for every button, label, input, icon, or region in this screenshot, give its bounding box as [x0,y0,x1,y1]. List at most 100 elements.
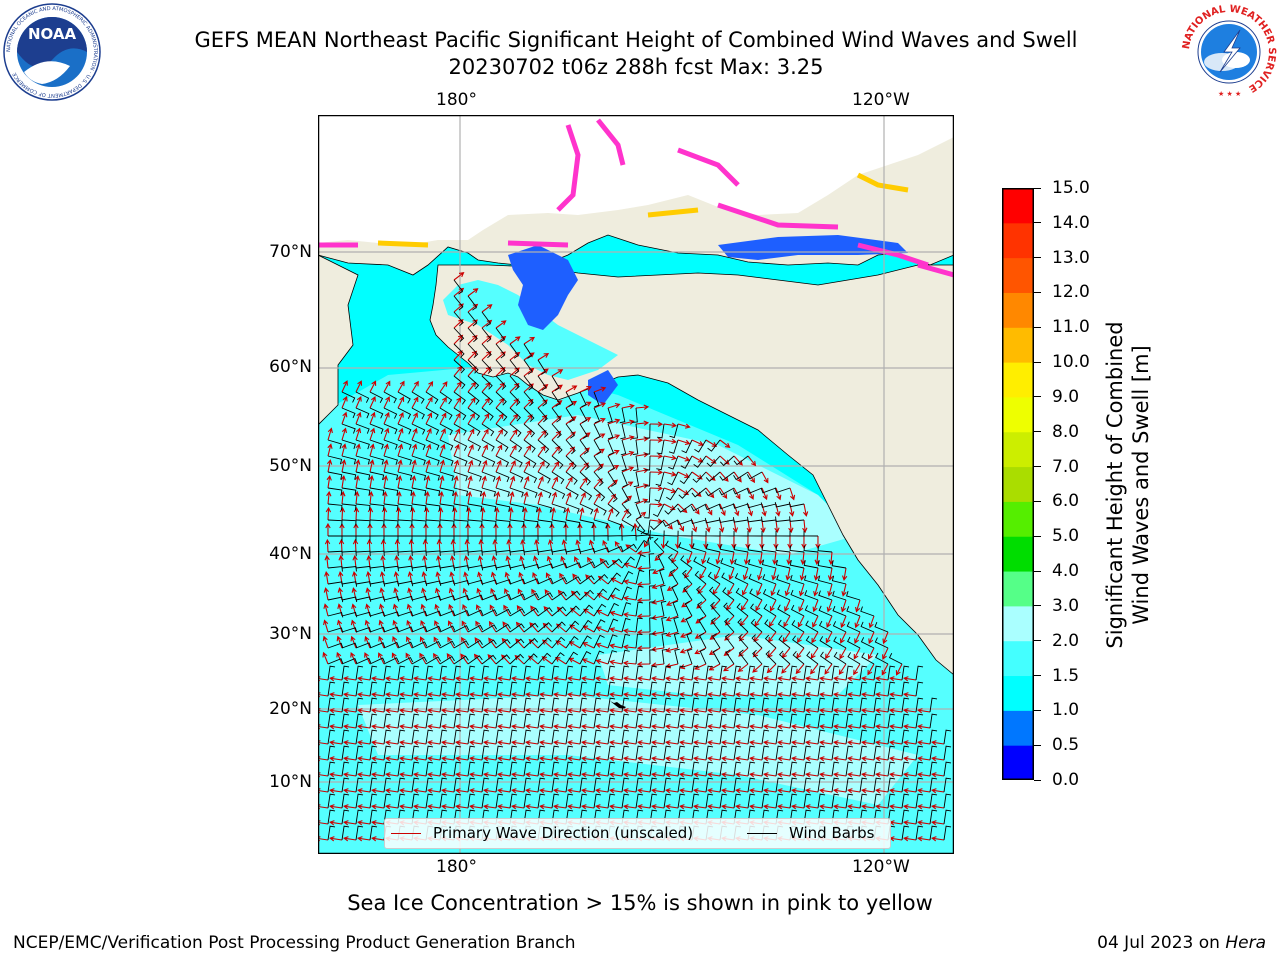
wind-barb [663,697,672,713]
wind-barb [803,560,819,569]
wave-direction-arrow [460,653,469,665]
wind-barb [831,560,847,569]
wind-barb [453,745,462,761]
wave-direction-arrow [497,676,511,682]
wind-barb [537,592,553,601]
wave-direction-arrow [665,740,679,746]
wave-direction-arrow [476,587,483,601]
lat-label-20n: 20°N [269,699,312,719]
wave-direction-arrow [369,396,376,409]
wind-barb [467,375,480,390]
wind-barb [341,581,358,587]
wind-barb [693,556,707,569]
wave-direction-arrow [709,631,721,640]
wave-direction-arrow [637,676,651,682]
wave-direction-arrow [853,663,861,676]
wind-barb [481,654,497,665]
wave-direction-arrow [324,554,330,569]
wind-barb [847,652,861,665]
wind-barb [453,503,469,512]
wave-direction-arrow [425,380,434,393]
colorbar-tick-label: 4.0 [1052,561,1080,582]
wind-barb [831,697,840,713]
wave-direction-arrow [523,414,533,425]
wave-direction-arrow [467,366,477,377]
wave-direction-arrow [707,692,721,698]
wave-direction-arrow [378,635,385,649]
wave-direction-arrow [407,587,413,601]
wave-direction-arrow [795,663,805,675]
wind-barb [733,455,749,466]
wave-direction-arrow [693,708,707,714]
wind-barb [327,809,336,825]
wave-direction-arrow [681,599,693,608]
wind-barb [747,530,763,537]
wind-barb [635,681,644,697]
wind-barb [369,657,386,665]
wave-direction-arrow [329,724,343,730]
legend-label: Primary Wave Direction (unscaled) [433,824,694,842]
colorbar-tick-label: 13.0 [1052,247,1090,268]
wind-barb [341,503,357,511]
wind-barb [733,530,749,537]
wind-barb [831,761,840,777]
wind-barb [397,423,412,435]
wind-barb [579,519,595,528]
wind-barb [495,697,504,713]
wave-direction-arrow [651,708,665,714]
wind-barb [509,777,518,793]
wind-barb [665,540,679,553]
wave-direction-arrow [903,692,917,698]
wind-barb [481,713,490,729]
wave-direction-arrow [523,398,534,409]
wind-barb [467,594,484,601]
wave-direction-arrow [707,788,721,794]
wave-direction-arrow [917,804,931,810]
wind-barb [439,697,448,713]
wave-direction-arrow [595,740,609,746]
wind-barb [397,439,412,450]
wind-barb [724,633,735,649]
wind-barb [719,777,728,793]
wind-barb [607,713,616,729]
wave-direction-arrow [733,455,743,466]
wave-direction-arrow [461,636,469,649]
wave-direction-arrow [447,636,455,649]
wind-barb [803,681,812,697]
wind-barb [579,635,592,649]
wind-barb [621,519,635,532]
wind-barb [509,593,526,601]
wind-barb [635,585,644,601]
wave-direction-arrow [797,615,805,628]
wind-barb [607,729,616,745]
wave-direction-arrow [719,471,729,482]
wave-direction-arrow [609,659,623,665]
wave-direction-arrow [847,756,861,762]
wave-direction-arrow [425,475,431,489]
wind-barb [481,375,493,390]
wave-direction-arrow [665,676,679,682]
wave-direction-arrow [553,692,567,698]
wave-direction-arrow [819,740,833,746]
wave-direction-arrow [350,635,357,649]
wave-direction-arrow [651,756,665,762]
wave-direction-arrow [525,772,539,778]
wave-direction-arrow [813,567,820,581]
wind-barb [803,665,812,681]
wave-direction-arrow [663,519,673,530]
wind-barb [509,623,525,633]
wind-barb [621,793,630,809]
wind-barb [411,713,420,729]
wind-barb [779,650,791,665]
wind-barb [523,607,539,617]
chart-subtitle: 20230702 t06z 288h fcst Max: 3.25 [448,55,824,79]
wind-barb [735,587,749,601]
wind-barb [397,565,413,572]
wave-direction-arrow [343,708,357,714]
wind-barb [819,620,833,633]
wave-direction-arrow [621,419,635,425]
wind-barb [439,407,453,420]
lon-label-bottom-120w: 120°W [852,857,910,877]
wave-direction-arrow [369,443,375,457]
wind-barb [901,793,910,809]
